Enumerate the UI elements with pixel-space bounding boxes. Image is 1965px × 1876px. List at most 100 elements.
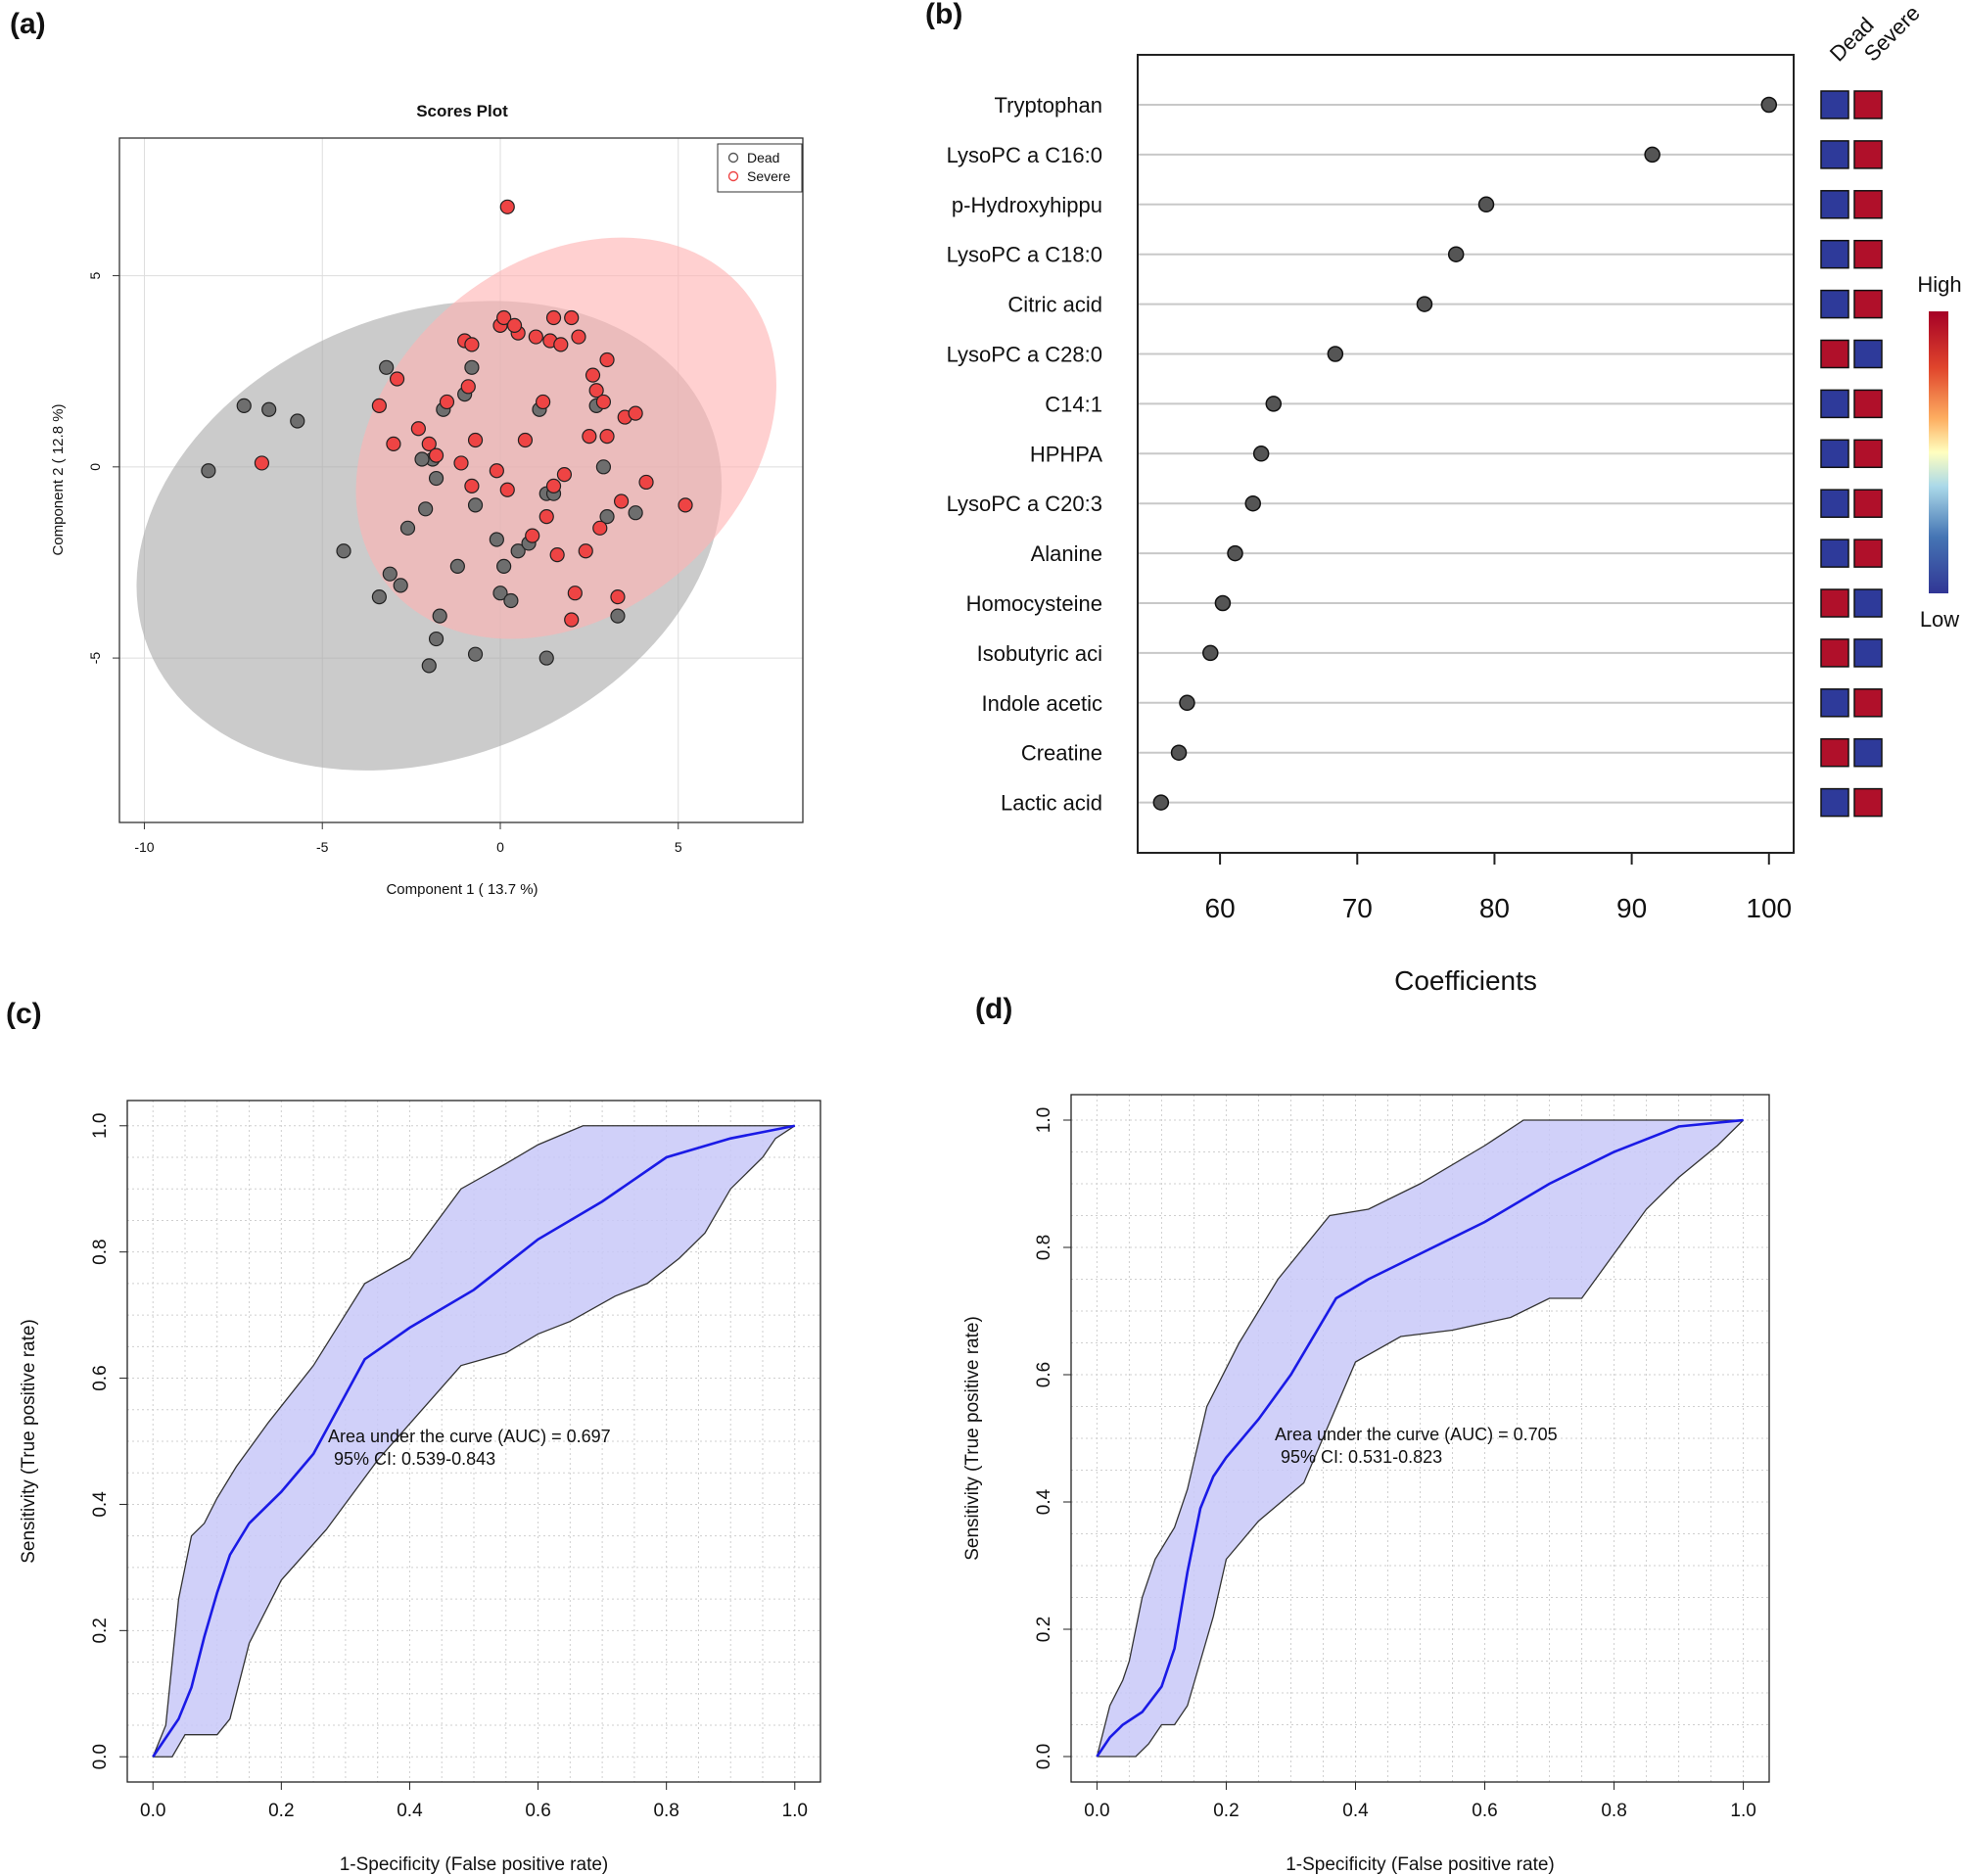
panel-label-d: (d) — [975, 993, 1012, 1025]
scores-point-severe — [678, 497, 693, 513]
vip-feature-label: Citric acid — [1007, 293, 1102, 317]
scores-y-tick-label: 0 — [87, 463, 103, 471]
roc-auc-annotation: Area under the curve (AUC) = 0.697 — [328, 1427, 611, 1446]
vip-x-tick-label: 100 — [1746, 893, 1792, 923]
roc-curve — [152, 1124, 796, 1758]
scores-point-dead — [418, 501, 434, 517]
vip-heat-cell — [1820, 339, 1849, 369]
scores-legend-box — [717, 143, 803, 193]
scores-point-dead — [510, 543, 526, 559]
scores-point-severe — [496, 309, 512, 326]
scores-plot-frame — [118, 137, 804, 823]
legend-severe-label: Severe — [747, 168, 791, 184]
scores-point-severe — [460, 379, 476, 395]
vip-x-axis-label: Coefficients — [1394, 965, 1537, 996]
roc-x-tick-label: 0.4 — [397, 1801, 423, 1821]
scores-x-tick-label: -10 — [134, 839, 154, 855]
roc-ci-lower — [153, 1125, 796, 1758]
scores-point-severe — [628, 405, 643, 421]
roc-x-tick-label: 0.0 — [1084, 1801, 1109, 1821]
scores-point-severe — [536, 394, 551, 410]
roc-c-panel: 0.0 0.2 0.4 0.6 0.8 1.0 0.0 0.2 0.4 0.6 0.8 1.0 1-Sp… — [19, 1100, 821, 1875]
legend-dead-label: Dead — [747, 150, 779, 165]
scores-y-tick-label: -5 — [87, 652, 103, 665]
scores-point-severe — [585, 367, 601, 383]
roc-y-tick-label: 0.8 — [1034, 1235, 1054, 1260]
roc-curve — [1096, 1118, 1744, 1758]
scores-point-dead — [595, 459, 612, 475]
scores-x-tick-label: 5 — [675, 839, 682, 855]
vip-feature-label: Creatine — [1021, 741, 1102, 766]
scores-point-dead — [399, 520, 416, 536]
roc-x-tick-label: 1.0 — [782, 1801, 808, 1821]
scores-point-severe — [525, 528, 540, 543]
roc-y-axis-label: Sensitivity (True positive rate) — [962, 1316, 983, 1561]
scores-x-tick-label: -5 — [316, 839, 329, 855]
scores-point-severe — [582, 428, 597, 445]
roc-x-axis-label: 1-Specificity (False positive rate) — [340, 1854, 609, 1875]
vip-feature-label: LysoPC a C20:3 — [947, 492, 1102, 516]
vip-point — [1252, 446, 1270, 462]
roc-x-tick-label: 0.4 — [1342, 1801, 1369, 1821]
scores-point-dead — [428, 631, 444, 647]
scores-point-severe — [371, 398, 387, 413]
scores-point-severe — [467, 432, 484, 448]
scores-point-dead — [414, 451, 430, 467]
vip-heat-cell — [1853, 539, 1883, 568]
scores-point-dead — [449, 558, 465, 574]
roc-ci-upper — [152, 1125, 795, 1758]
vip-heat-cell — [1820, 190, 1849, 219]
scores-point-dead — [393, 578, 408, 593]
roc-ci-annotation: 95% CI: 0.539-0.843 — [334, 1449, 495, 1469]
scores-point-dead — [467, 646, 484, 662]
scores-y-ticks: -5 0 5 — [87, 271, 119, 664]
vip-feature-label: Homocysteine — [966, 591, 1102, 616]
panel-label-c: (c) — [6, 998, 42, 1030]
scores-legend: Dead Severe — [717, 143, 803, 193]
scores-point-dead — [432, 608, 447, 624]
scores-point-severe — [578, 543, 593, 559]
vip-feature-label: Alanine — [1031, 541, 1102, 566]
roc-frame — [126, 1100, 821, 1783]
scores-point-dead — [599, 508, 615, 525]
scores-point-dead — [489, 532, 504, 547]
vip-x-tick-label: 60 — [1205, 893, 1236, 923]
vip-point — [1179, 694, 1195, 712]
vip-heat-cell — [1853, 140, 1883, 169]
scores-point-severe — [613, 493, 630, 509]
vip-point — [1416, 296, 1433, 312]
scores-point-severe — [595, 394, 612, 410]
scores-point-severe — [517, 432, 534, 448]
roc-y-tick-label: 0.2 — [1034, 1617, 1054, 1642]
scores-plot-panel: Scores Plot -10 -5 0 5 -5 0 5 Component 1 ( 1… — [50, 102, 804, 898]
scores-point-severe — [592, 520, 608, 536]
vip-feature-label: C14:1 — [1045, 392, 1102, 416]
vip-heat-cell — [1853, 389, 1883, 419]
vip-feature-label: LysoPC a C28:0 — [947, 343, 1102, 367]
vip-feature-label: Isobutyric aci — [977, 641, 1102, 666]
roc-x-tick-label: 0.2 — [268, 1801, 294, 1821]
scores-point-severe — [410, 421, 426, 437]
scores-point-dead — [464, 359, 480, 375]
roc-x-tick-label: 0.8 — [653, 1801, 678, 1821]
colorbar-low-label: Low — [1920, 607, 1959, 632]
vip-point — [1152, 794, 1170, 811]
scores-point-severe — [610, 589, 626, 605]
scores-point-dead — [428, 470, 444, 487]
vip-heat-cell — [1820, 239, 1849, 269]
vip-heat-cell — [1820, 787, 1849, 818]
scores-point-severe — [564, 309, 580, 326]
scores-point-severe — [389, 371, 405, 387]
vip-heat-cell — [1820, 289, 1849, 319]
scores-point-severe — [428, 447, 444, 463]
vip-heat-cell — [1853, 787, 1883, 818]
vip-point — [1477, 196, 1495, 213]
scores-point-dead — [496, 558, 512, 574]
roc-x-tick-label: 0.6 — [1472, 1801, 1497, 1821]
vip-plot-panel: Tryptophan LysoPC a C16:0 p-Hydroxyhippu Ly… — [947, 1, 1962, 996]
scores-point-dead — [379, 359, 395, 375]
vip-feature-label: Tryptophan — [995, 93, 1102, 117]
scores-y-tick-label: 5 — [87, 271, 103, 279]
roc-x-tick-label: 0.2 — [1213, 1801, 1239, 1821]
